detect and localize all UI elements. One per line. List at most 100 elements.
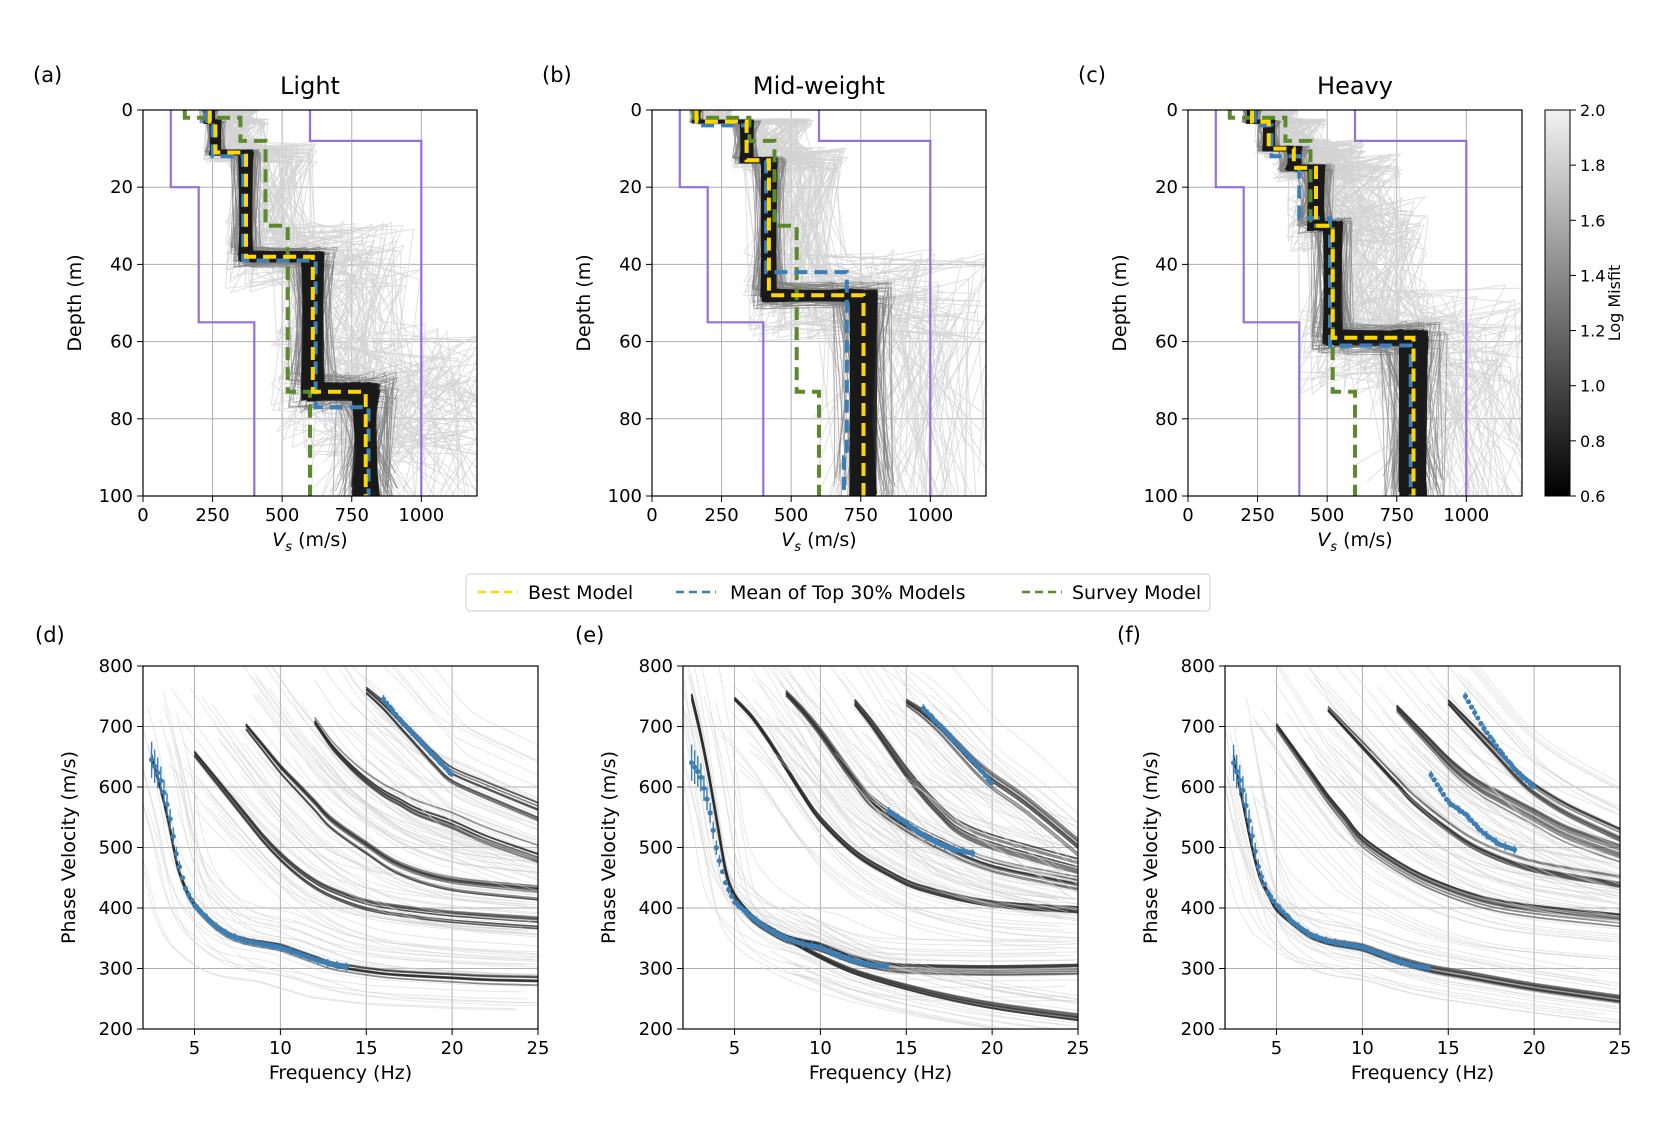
ensemble-curve-light: [1233, 819, 1620, 1024]
y-tick-label: 800: [1181, 656, 1215, 677]
y-tick-label: 20: [1155, 177, 1178, 198]
ensemble-curve-light: [1318, 774, 1612, 922]
ensemble-curve-light: [1327, 727, 1620, 894]
ensemble-curve-light: [793, 963, 1056, 1029]
ensemble-curve-light: [160, 718, 538, 965]
ensemble-curve-light: [323, 740, 538, 865]
ensemble-curve-light: [350, 666, 516, 789]
observed-point: [1431, 777, 1437, 783]
observed-point: [1252, 848, 1258, 854]
x-tick-label: 5: [729, 1038, 740, 1059]
ensemble-curve-light: [894, 666, 1055, 817]
ensemble-curve-light: [840, 768, 1064, 909]
y-tick-label: 400: [639, 898, 673, 919]
panel-c: 0 250 500 750 1000 0 20 40 60 80 100 Heavy (c) Vs (m/…: [1078, 63, 1523, 555]
observed-point: [1255, 864, 1261, 870]
x-tick-label: 5: [1271, 1038, 1282, 1059]
bounds-lower-line: [1214, 110, 1301, 496]
observed-point: [883, 963, 889, 969]
x-tick-label: 10: [1351, 1038, 1374, 1059]
ensemble-curve-light: [1346, 759, 1620, 910]
panel-tag: (d): [35, 623, 65, 647]
ensemble-curve-light: [257, 693, 538, 873]
observed-point: [1283, 912, 1289, 918]
observed-point: [713, 845, 719, 851]
ensemble-curve-dark: [785, 937, 1078, 1018]
observed-point: [964, 751, 970, 757]
ensemble-curve-light: [888, 708, 1062, 853]
ensemble-curve-light: [147, 808, 535, 1004]
observed-point: [1434, 782, 1440, 788]
x-axis-label: Frequency (Hz): [809, 1062, 952, 1084]
observed-point: [936, 722, 942, 728]
ensemble-curve-light: [1444, 778, 1617, 890]
observed-point: [1496, 747, 1503, 753]
ensemble-curve-dark: [854, 704, 1078, 875]
ensemble-curve-light: [1328, 723, 1620, 891]
y-tick-label: 80: [619, 409, 642, 430]
y-tick-label: 300: [1181, 959, 1215, 980]
ensemble-curve-light: [306, 762, 531, 884]
observed-point: [1503, 755, 1509, 761]
observed-point: [722, 879, 729, 886]
ensemble-model-light: [1260, 110, 1477, 451]
ensemble-curve-light: [342, 666, 538, 799]
ensemble-curve-dark: [1275, 727, 1620, 924]
ensemble-curve-light: [928, 773, 1078, 881]
ensemble-curve-light: [1308, 667, 1601, 857]
observed-point: [695, 768, 701, 775]
observed-point: [433, 755, 439, 761]
ensemble-curve-light: [770, 749, 1063, 918]
ensemble-curve-light: [1253, 795, 1598, 959]
ensemble-curve-light: [1370, 750, 1595, 883]
ensemble-curve-dark: [785, 695, 1078, 891]
ensemble-curve-light: [391, 666, 538, 776]
ensemble-curve-light: [216, 819, 538, 961]
x-tick-label: 0: [646, 505, 657, 526]
ensemble-curve-light: [1237, 785, 1620, 1010]
ensemble-curve-light: [1468, 666, 1615, 788]
ensemble-curve-light: [1293, 764, 1620, 940]
observed-point: [1425, 965, 1431, 971]
ensemble-curve-light: [748, 741, 1078, 934]
ensemble-curve-light: [1402, 745, 1620, 878]
ensemble-curve-light: [1225, 818, 1606, 1015]
y-tick-label: 40: [619, 254, 642, 275]
observed-point: [1469, 704, 1475, 710]
ensemble-curve-light: [359, 754, 532, 860]
observed-point: [704, 796, 710, 802]
ensemble-model-light: [706, 110, 986, 496]
observed-point: [393, 711, 399, 718]
observed-point: [1471, 821, 1477, 827]
y-tick-label: 600: [639, 777, 673, 798]
observed-point: [167, 816, 173, 822]
ensemble-curve-light: [174, 745, 538, 976]
ensemble-curve-light: [1464, 677, 1620, 811]
ensemble-curve-light: [1331, 728, 1620, 894]
x-tick-label: 750: [335, 505, 369, 526]
panel-title: Heavy: [1317, 72, 1393, 100]
ensemble-curve-light: [169, 764, 514, 930]
y-tick-label: 0: [631, 100, 642, 121]
observed-point: [1462, 693, 1469, 699]
observed-point: [421, 742, 427, 748]
ensemble-curve-light: [1473, 666, 1620, 789]
ensemble-curve-light: [718, 666, 1078, 943]
y-tick-label: 700: [99, 717, 133, 738]
x-tick-label: 0: [137, 505, 148, 526]
observed-point: [1506, 759, 1512, 765]
observed-point: [161, 789, 167, 796]
colorbar-tick-label: 0.6: [1580, 487, 1605, 506]
ensemble-curve-light: [240, 729, 533, 896]
observed-point: [970, 758, 976, 764]
ensemble-curve-light: [1405, 666, 1615, 813]
ensemble-curve-dark: [245, 725, 538, 893]
ensemble-curve-light: [256, 751, 538, 908]
ensemble-curve-light: [328, 762, 538, 880]
x-tick-label: 1000: [1443, 505, 1489, 526]
ensemble-curve-light: [1257, 764, 1620, 1000]
ensemble-curve-light: [882, 762, 1055, 889]
ensemble-curve-light: [1426, 703, 1599, 837]
bounds-upper-line: [1353, 110, 1468, 496]
ensemble-curve-light: [749, 750, 1078, 939]
